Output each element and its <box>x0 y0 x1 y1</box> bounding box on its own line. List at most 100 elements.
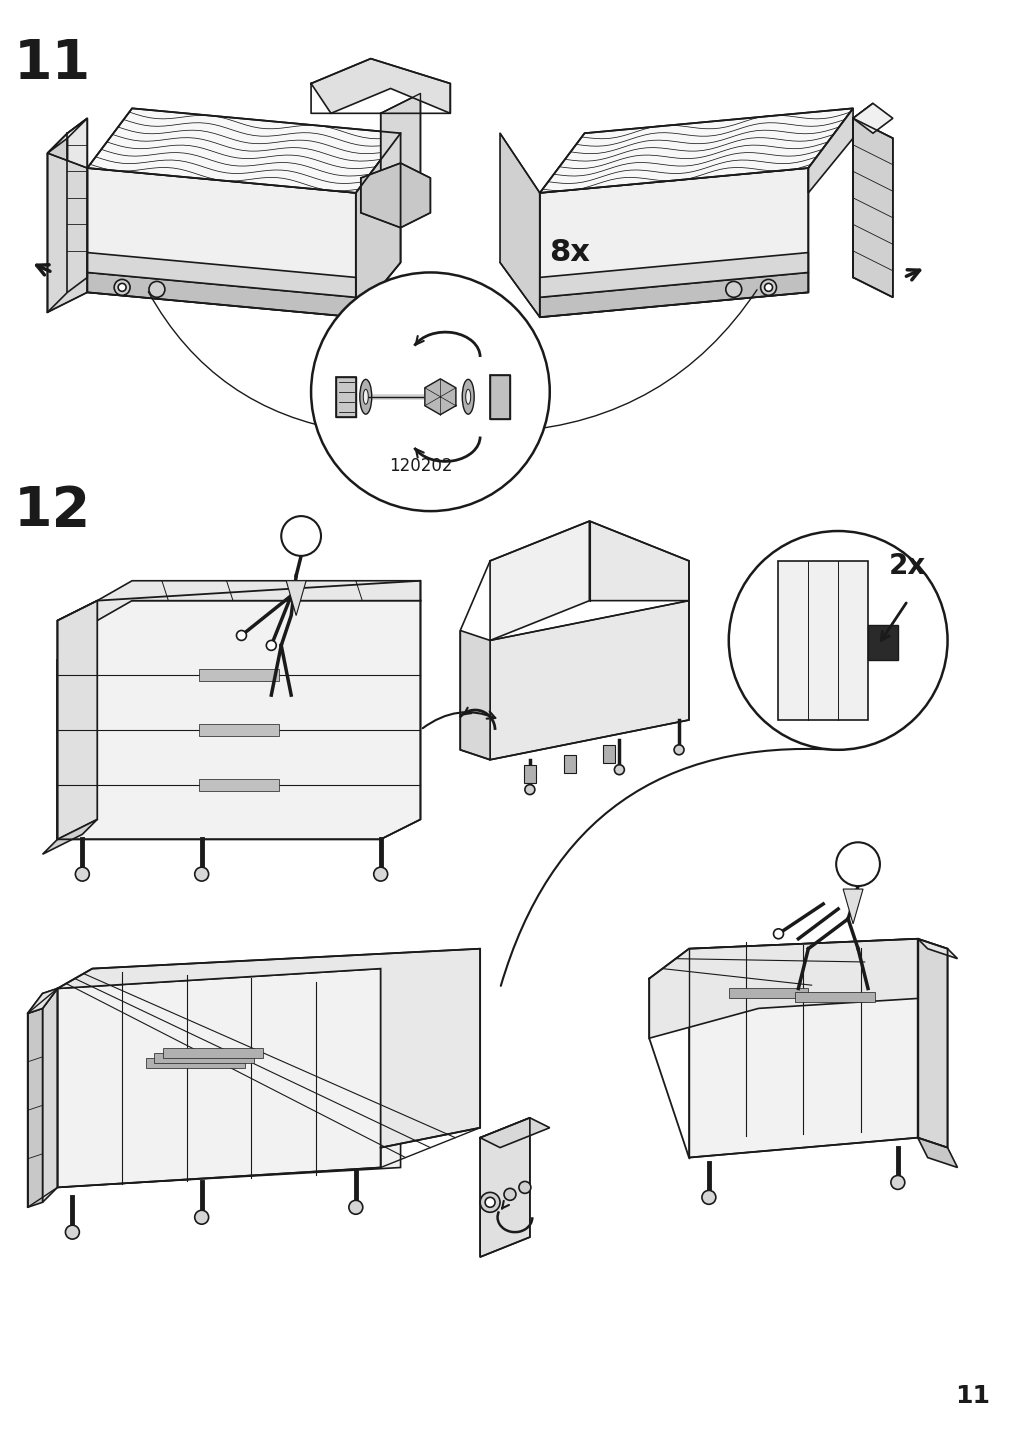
Text: 12: 12 <box>14 484 91 538</box>
Polygon shape <box>842 889 862 924</box>
Polygon shape <box>310 59 450 113</box>
Polygon shape <box>155 1053 254 1063</box>
Polygon shape <box>58 968 380 1187</box>
Circle shape <box>281 516 320 556</box>
Polygon shape <box>479 1118 530 1257</box>
Polygon shape <box>603 745 615 763</box>
Ellipse shape <box>363 390 368 404</box>
Circle shape <box>702 1190 715 1204</box>
Circle shape <box>525 785 534 795</box>
Text: 8x: 8x <box>549 238 589 266</box>
Polygon shape <box>58 600 97 839</box>
Circle shape <box>75 868 89 881</box>
Polygon shape <box>48 119 87 153</box>
Polygon shape <box>199 669 278 682</box>
Polygon shape <box>688 939 917 1157</box>
Circle shape <box>373 868 387 881</box>
Polygon shape <box>852 119 892 298</box>
Polygon shape <box>87 168 356 318</box>
Circle shape <box>266 640 276 650</box>
Polygon shape <box>27 1008 42 1207</box>
Circle shape <box>237 630 247 640</box>
Circle shape <box>835 842 880 886</box>
Polygon shape <box>489 600 688 760</box>
Polygon shape <box>728 988 808 998</box>
Text: 11: 11 <box>14 37 91 90</box>
Polygon shape <box>27 988 58 1014</box>
Polygon shape <box>48 153 87 312</box>
Polygon shape <box>380 93 420 203</box>
Polygon shape <box>539 168 808 318</box>
Ellipse shape <box>462 379 474 414</box>
Polygon shape <box>917 939 956 958</box>
Circle shape <box>194 1210 208 1224</box>
Polygon shape <box>87 272 356 318</box>
Polygon shape <box>563 755 575 773</box>
Polygon shape <box>499 133 539 318</box>
Circle shape <box>310 272 549 511</box>
Polygon shape <box>460 630 489 760</box>
Circle shape <box>764 284 771 291</box>
Polygon shape <box>539 272 808 318</box>
Polygon shape <box>58 949 479 1147</box>
Ellipse shape <box>360 379 371 414</box>
Polygon shape <box>146 1058 245 1068</box>
Circle shape <box>519 1181 531 1193</box>
Polygon shape <box>867 626 897 660</box>
Circle shape <box>114 279 130 295</box>
Ellipse shape <box>465 390 470 404</box>
Polygon shape <box>489 375 510 418</box>
Polygon shape <box>852 103 872 278</box>
Circle shape <box>149 282 165 298</box>
Circle shape <box>772 929 783 939</box>
Polygon shape <box>58 600 420 839</box>
Circle shape <box>760 279 775 295</box>
Polygon shape <box>286 581 305 616</box>
Text: 11: 11 <box>954 1385 989 1408</box>
Circle shape <box>194 868 208 881</box>
Polygon shape <box>163 1048 262 1058</box>
Polygon shape <box>852 103 892 133</box>
Polygon shape <box>361 163 430 228</box>
Circle shape <box>725 282 741 298</box>
Polygon shape <box>199 725 278 736</box>
Polygon shape <box>27 988 58 1014</box>
Polygon shape <box>852 103 872 278</box>
Polygon shape <box>53 988 400 1187</box>
Circle shape <box>503 1189 516 1200</box>
Polygon shape <box>795 992 874 1002</box>
Circle shape <box>728 531 946 750</box>
Polygon shape <box>199 779 278 790</box>
Polygon shape <box>87 252 356 298</box>
Polygon shape <box>524 765 535 783</box>
Polygon shape <box>68 119 87 292</box>
Circle shape <box>890 1176 904 1190</box>
Circle shape <box>479 1193 499 1213</box>
Polygon shape <box>808 109 852 193</box>
Circle shape <box>349 1200 362 1214</box>
Polygon shape <box>42 988 58 1203</box>
Polygon shape <box>917 939 946 1147</box>
Circle shape <box>614 765 624 775</box>
Polygon shape <box>97 581 420 620</box>
Polygon shape <box>42 819 97 855</box>
Polygon shape <box>58 660 361 839</box>
Circle shape <box>66 1226 79 1239</box>
Polygon shape <box>649 939 917 1038</box>
Polygon shape <box>479 1118 549 1147</box>
Polygon shape <box>777 561 867 720</box>
Polygon shape <box>48 133 68 312</box>
Polygon shape <box>489 521 589 640</box>
Polygon shape <box>589 521 688 600</box>
Text: 2x: 2x <box>889 551 925 580</box>
Text: 120202: 120202 <box>388 457 452 475</box>
Polygon shape <box>425 379 455 415</box>
Polygon shape <box>87 109 400 193</box>
Polygon shape <box>539 252 808 298</box>
Polygon shape <box>336 377 356 417</box>
Circle shape <box>484 1197 494 1207</box>
Polygon shape <box>539 109 852 193</box>
Circle shape <box>118 284 126 291</box>
Polygon shape <box>917 1137 956 1167</box>
Circle shape <box>673 745 683 755</box>
